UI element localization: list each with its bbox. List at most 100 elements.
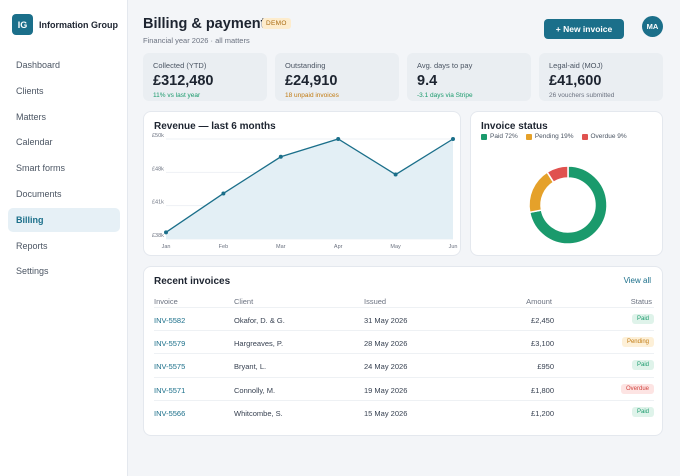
invoice-issued: 24 May 2026 bbox=[364, 362, 408, 372]
sidebar-item-settings[interactable]: Settings bbox=[16, 266, 49, 277]
sidebar-nav: Dashboard Clients Matters Calendar Smart… bbox=[8, 53, 120, 285]
invoice-client: Okafor, D. & G. bbox=[234, 316, 285, 325]
x-tick-label: Jan bbox=[162, 244, 171, 250]
invoice-client: Bryant, L. bbox=[234, 362, 267, 372]
revenue-point bbox=[164, 230, 168, 235]
column-header-issued[interactable]: Issued bbox=[364, 297, 387, 306]
table-row[interactable]: INV-5582 Okafor, D. & G. 31 May 2026 £2,… bbox=[154, 307, 654, 330]
status-donut-chart bbox=[528, 165, 608, 245]
sidebar-item-clients[interactable]: Clients bbox=[16, 85, 44, 96]
legend-label-pending: Pending 19% bbox=[534, 133, 574, 140]
invoice-client: Connolly, M. bbox=[234, 385, 276, 395]
column-header-client[interactable]: Client bbox=[234, 297, 254, 306]
kpi-note: 26 vouchers submitted bbox=[549, 92, 615, 99]
status-badge: Overdue bbox=[620, 383, 654, 394]
demo-badge: DEMO bbox=[262, 18, 291, 29]
column-header-invoice[interactable]: Invoice bbox=[154, 297, 178, 306]
revenue-line bbox=[165, 138, 454, 233]
kpi-label: Outstanding bbox=[285, 61, 326, 70]
y-tick-label: £41k bbox=[152, 200, 164, 206]
sidebar-item-matters[interactable]: Matters bbox=[16, 111, 47, 122]
x-tick-label: Mar bbox=[276, 244, 286, 250]
x-tick-label: Feb bbox=[219, 244, 228, 250]
table-row[interactable]: INV-5571 Connolly, M. 19 May 2026 £1,800… bbox=[154, 376, 654, 400]
kpi-avg-days: Avg. days to pay 9.4 -3.1 days via Strip… bbox=[407, 53, 531, 101]
recent-invoices-title: Recent invoices bbox=[154, 276, 231, 287]
kpi-outstanding: Outstanding £24,910 18 unpaid invoices bbox=[275, 53, 399, 101]
invoice-number[interactable]: INV-5571 bbox=[154, 385, 186, 395]
x-tick-label: May bbox=[390, 244, 401, 250]
sidebar-item-calendar[interactable]: Calendar bbox=[16, 137, 53, 148]
invoice-number[interactable]: INV-5566 bbox=[154, 408, 186, 418]
revenue-card: Revenue — last 6 months £38k £41k £48k £50k… bbox=[143, 111, 461, 256]
invoice-amount: £3,100 bbox=[531, 339, 554, 349]
donut-slice-paid bbox=[528, 165, 608, 245]
y-tick-label: £50k bbox=[152, 133, 164, 139]
invoice-issued: 19 May 2026 bbox=[364, 385, 408, 395]
status-badge: Pending bbox=[621, 337, 654, 348]
recent-invoices-card: Recent invoices View all Invoice Client … bbox=[143, 266, 663, 436]
invoice-number[interactable]: INV-5579 bbox=[154, 339, 186, 349]
revenue-point bbox=[278, 154, 283, 159]
invoice-number[interactable]: INV-5582 bbox=[154, 316, 186, 325]
invoice-issued: 15 May 2026 bbox=[364, 408, 408, 418]
invoice-amount: £950 bbox=[537, 362, 554, 372]
brand-name: Information Group bbox=[39, 19, 118, 30]
y-tick-label: £48k bbox=[152, 166, 164, 172]
new-invoice-button[interactable]: + New invoice bbox=[544, 19, 624, 39]
sidebar-item-dashboard[interactable]: Dashboard bbox=[16, 60, 61, 70]
page-title: Billing & payments bbox=[143, 16, 274, 32]
sidebar-item-smart-forms[interactable]: Smart forms bbox=[16, 163, 66, 174]
revenue-point bbox=[393, 172, 398, 177]
donut-slice-pending bbox=[528, 171, 555, 214]
legend-swatch-pending bbox=[525, 133, 532, 140]
kpi-value: 9.4 bbox=[417, 73, 438, 89]
table-row[interactable]: INV-5566 Whitcombe, S. 15 May 2026 £1,20… bbox=[154, 399, 654, 423]
kpi-value: £312,480 bbox=[153, 73, 214, 89]
legend-item-paid: Paid 72% bbox=[481, 133, 518, 140]
view-all-link[interactable]: View all bbox=[623, 276, 651, 285]
revenue-chart: £38k £41k £48k £50k Jan Feb Mar Apr May Jun bbox=[152, 133, 458, 250]
legend-label-overdue: Overdue 9% bbox=[590, 133, 627, 140]
invoice-status-title: Invoice status bbox=[481, 121, 548, 132]
table-row[interactable]: INV-5575 Bryant, L. 24 May 2026 £950 Pai… bbox=[154, 353, 654, 376]
column-header-status[interactable]: Status bbox=[630, 297, 652, 306]
sidebar-item-documents[interactable]: Documents bbox=[16, 188, 62, 199]
legend-label-paid: Paid 72% bbox=[490, 133, 518, 140]
invoice-number[interactable]: INV-5575 bbox=[154, 362, 186, 372]
invoice-client: Hargreaves, P. bbox=[234, 339, 284, 349]
kpi-label: Collected (YTD) bbox=[153, 61, 207, 70]
legend-swatch-paid bbox=[481, 133, 487, 140]
x-tick-label: Apr bbox=[334, 244, 343, 250]
kpi-label: Legal-aid (MOJ) bbox=[549, 61, 603, 70]
invoice-amount: £1,800 bbox=[531, 385, 554, 395]
status-legend: Paid 72% Pending 19% Overdue 9% bbox=[481, 133, 635, 140]
table-row[interactable]: INV-5579 Hargreaves, P. 28 May 2026 £3,1… bbox=[154, 330, 654, 353]
sidebar: IG Information Group Dashboard Clients M… bbox=[0, 0, 128, 476]
brand[interactable]: IG Information Group bbox=[12, 14, 118, 35]
column-header-amount[interactable]: Amount bbox=[526, 297, 552, 306]
invoice-client: Whitcombe, S. bbox=[234, 408, 283, 418]
sidebar-item-billing[interactable]: Billing bbox=[8, 207, 120, 232]
kpi-note: 11% vs last year bbox=[153, 92, 201, 99]
x-tick-label: Jun bbox=[449, 244, 458, 250]
sidebar-item-reports[interactable]: Reports bbox=[16, 240, 48, 251]
status-badge: Paid bbox=[631, 406, 654, 417]
kpi-value: £24,910 bbox=[285, 73, 338, 89]
kpi-note: -3.1 days via Stripe bbox=[417, 92, 473, 99]
kpi-note: 18 unpaid invoices bbox=[285, 92, 339, 99]
invoice-issued: 28 May 2026 bbox=[364, 339, 408, 349]
revenue-point bbox=[221, 191, 226, 196]
revenue-point bbox=[451, 137, 455, 141]
kpi-value: £41,600 bbox=[549, 73, 602, 89]
y-tick-label: £38k bbox=[152, 233, 164, 239]
invoice-issued: 31 May 2026 bbox=[364, 316, 408, 325]
revenue-area bbox=[166, 139, 453, 239]
revenue-chart-title: Revenue — last 6 months bbox=[154, 121, 276, 132]
invoice-status-card: Invoice status Paid 72% Pending 19% Over… bbox=[470, 111, 663, 256]
legend-item-pending: Pending 19% bbox=[525, 133, 574, 140]
page-subtitle: Financial year 2026 · all matters bbox=[143, 36, 250, 45]
legend-swatch-overdue bbox=[581, 133, 588, 140]
avatar[interactable]: MA bbox=[642, 16, 663, 37]
revenue-point bbox=[336, 137, 341, 141]
